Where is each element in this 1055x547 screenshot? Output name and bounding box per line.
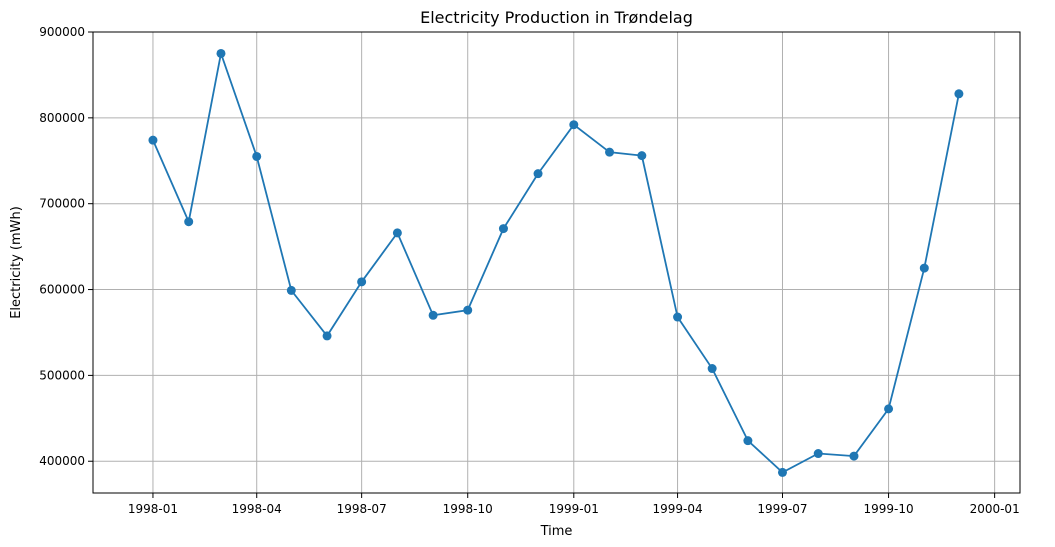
x-tick-label: 1998-04 [232, 502, 282, 516]
data-point [849, 451, 859, 461]
data-point [148, 135, 158, 145]
x-tick-label: 1998-07 [337, 502, 387, 516]
y-tick-label: 500000 [39, 368, 85, 382]
data-point [286, 285, 296, 295]
x-tick-label: 1998-01 [128, 502, 178, 516]
y-axis-label: Electricity (mWh) [9, 206, 24, 319]
data-point [322, 331, 332, 341]
data-point [216, 48, 226, 58]
x-tick-label: 1999-04 [652, 502, 702, 516]
y-tick-label: 800000 [39, 111, 85, 125]
data-point [252, 151, 262, 161]
x-tick-label: 1998-10 [443, 502, 493, 516]
y-tick-label: 900000 [39, 25, 85, 39]
x-tick-label: 1999-01 [549, 502, 599, 516]
data-point [357, 277, 367, 287]
data-point [498, 224, 508, 234]
series-line [152, 49, 960, 474]
y-tick-label: 400000 [39, 454, 85, 468]
ticks-layer: 1998-01 1998-04 1998-07 1998-10 1999-01 1999-… [39, 25, 1020, 516]
x-tick-label: 1999-07 [757, 502, 807, 516]
data-point [673, 312, 683, 322]
x-axis-label: Time [540, 524, 573, 539]
x-tick-label: 2000-01 [970, 502, 1020, 516]
data-point [813, 449, 823, 459]
data-point [463, 305, 473, 315]
data-point [392, 228, 402, 238]
data-point [884, 404, 894, 414]
y-tick-label: 700000 [39, 197, 85, 211]
data-point [743, 436, 753, 446]
grid-layer [93, 31, 1020, 493]
data-point [428, 310, 438, 320]
data-point [707, 364, 717, 374]
plot-area-frame [92, 31, 1021, 494]
data-point [777, 467, 787, 477]
data-point [637, 151, 647, 161]
series-layer [148, 48, 964, 477]
data-point [954, 89, 964, 99]
x-tick-label: 1999-10 [863, 502, 913, 516]
y-tick-label: 600000 [39, 283, 85, 297]
data-point [569, 120, 579, 130]
chart-title: Electricity Production in Trøndelag [420, 8, 693, 27]
data-point [605, 147, 615, 157]
data-point [184, 217, 194, 227]
data-point [533, 169, 543, 179]
data-point [919, 263, 929, 273]
